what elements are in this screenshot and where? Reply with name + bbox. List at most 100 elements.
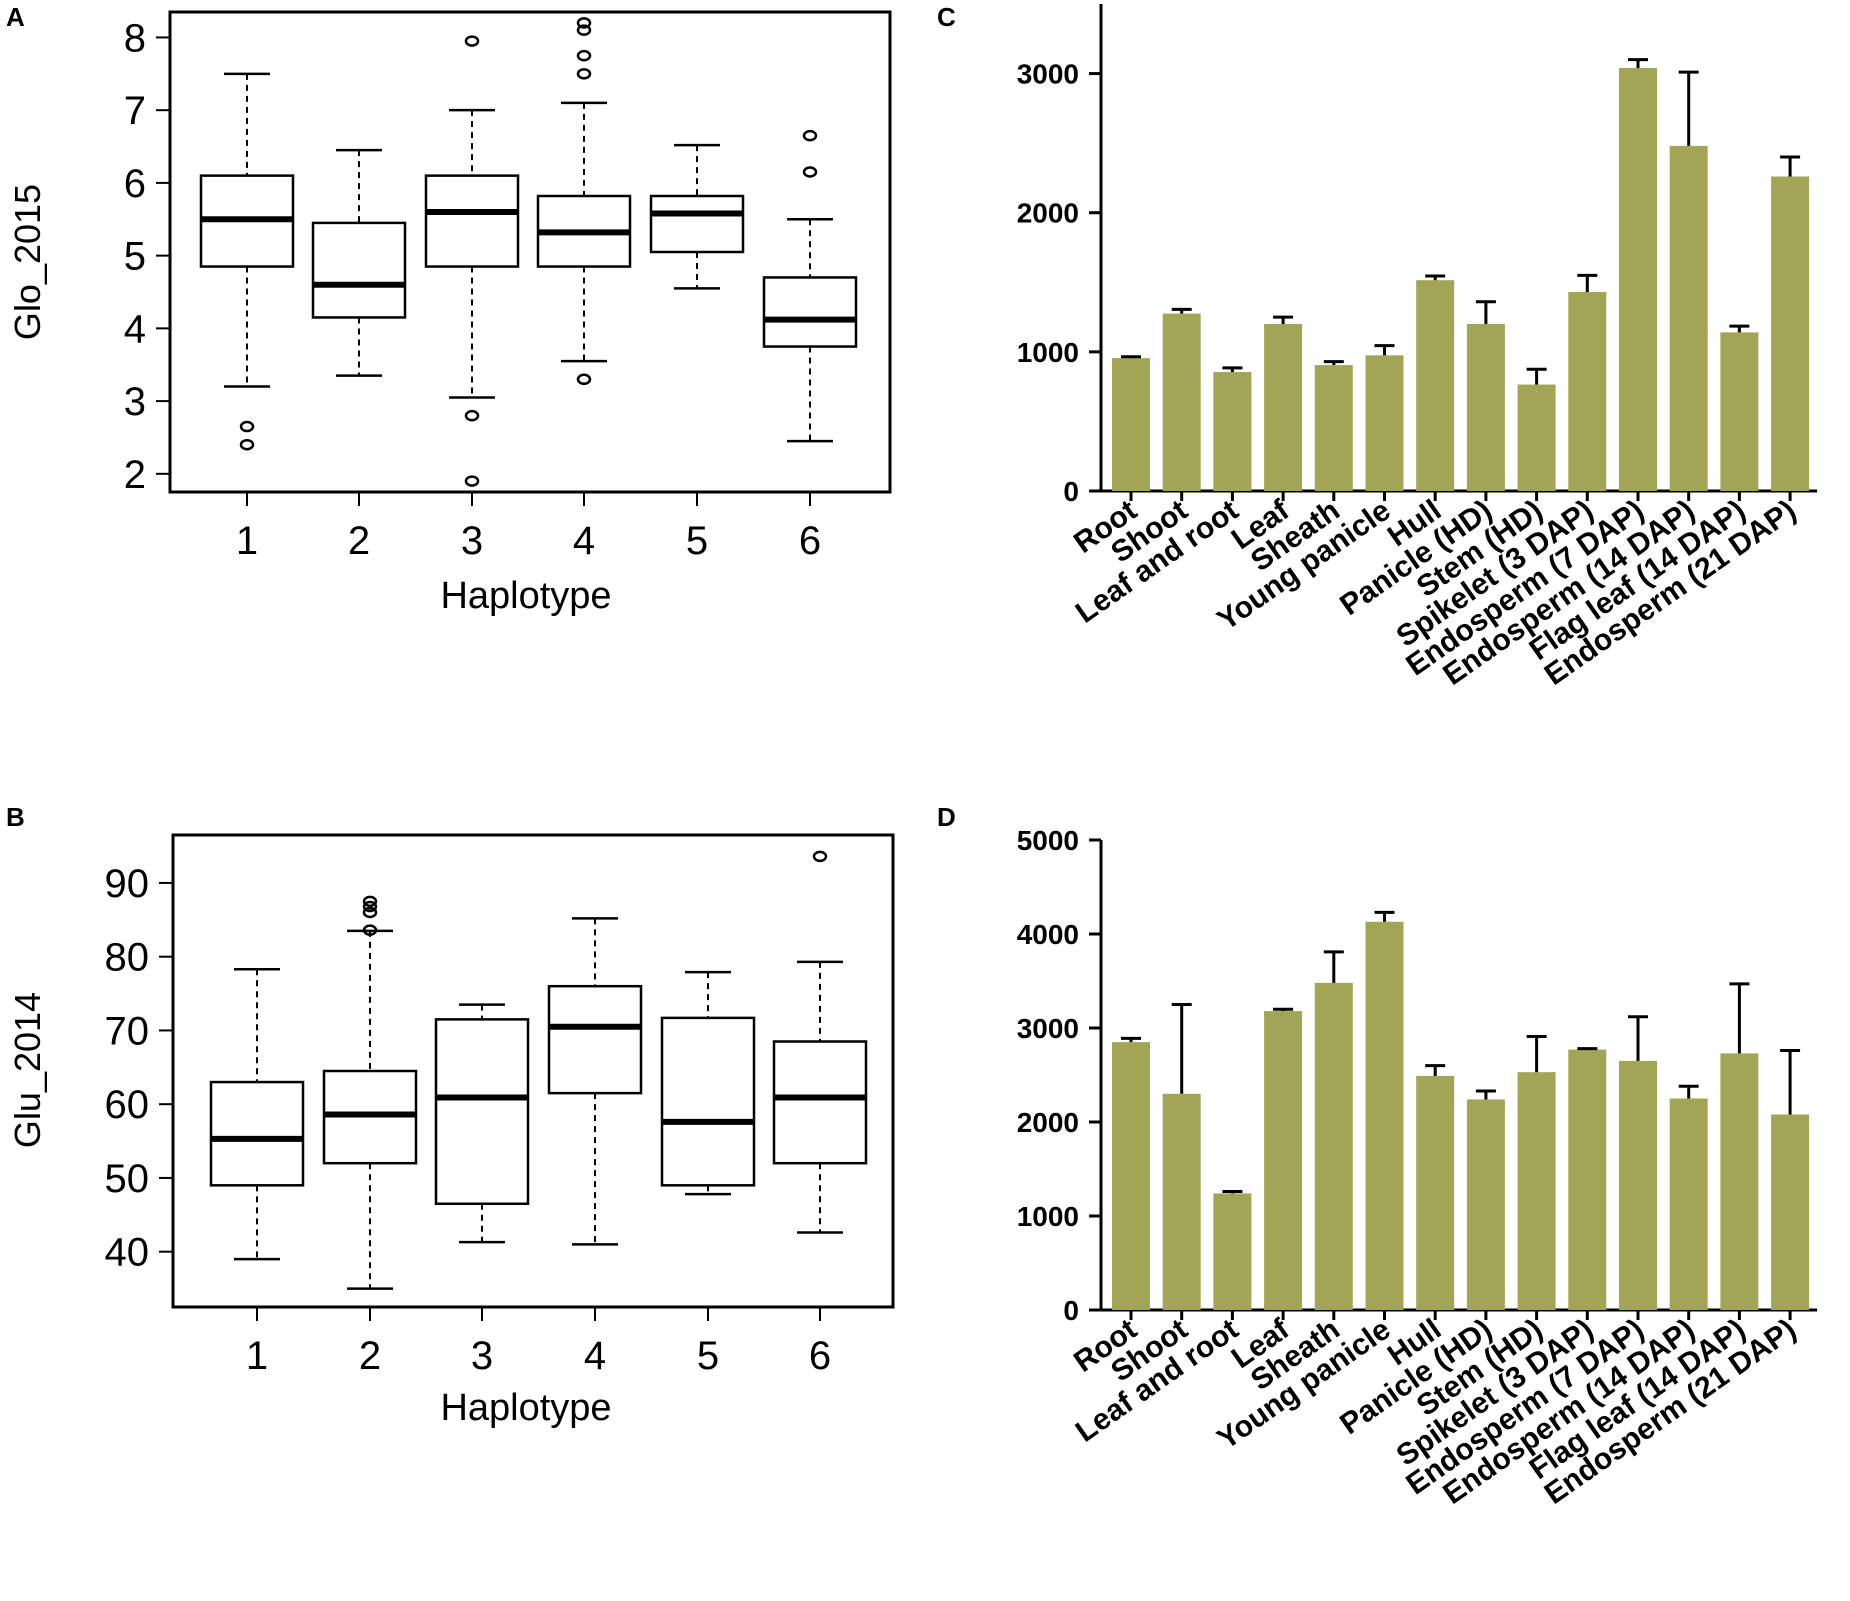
bar — [1720, 1053, 1759, 1310]
iqr-box — [209, 1080, 305, 1187]
y-tick-label: 1000 — [1017, 1201, 1079, 1232]
bar — [1619, 68, 1657, 492]
y-tick-label: 1000 — [1017, 337, 1079, 368]
iqr-box — [547, 984, 643, 1095]
iqr-box — [424, 174, 520, 268]
y-tick-label: 4 — [124, 307, 146, 351]
iqr-box — [311, 221, 407, 319]
y-tick-label: 90 — [105, 862, 150, 906]
bar — [1416, 1075, 1455, 1310]
bar — [1162, 313, 1201, 491]
y-tick-label: 3000 — [1017, 1013, 1079, 1044]
panel-d-letter: D — [937, 802, 956, 832]
outlier-point — [239, 438, 255, 451]
outlier-point — [362, 895, 378, 908]
y-tick-label: 8 — [124, 16, 146, 60]
outlier-point — [362, 924, 378, 936]
x-tick-label: 1 — [246, 1334, 268, 1378]
boxplot-marks: 40 50 60 70 80 90 1 2 3 4 5 6 — [105, 850, 868, 1378]
boxplot-glu-2014: 40 50 60 70 80 90 1 2 3 4 5 6 Haplotype Glu_2014 — [7, 833, 895, 1429]
y-tick-label: 80 — [105, 936, 150, 980]
bar — [1365, 921, 1404, 1310]
x-tick-label: 2 — [359, 1334, 381, 1378]
bar — [1466, 1099, 1505, 1310]
x-axis-label: Haplotype — [440, 575, 611, 617]
y-tick-label: 4000 — [1017, 919, 1079, 950]
x-tick-label: 5 — [686, 519, 708, 563]
x-tick-label: 2 — [348, 519, 370, 563]
y-tick-label: 2000 — [1017, 198, 1079, 229]
x-tick-label: 4 — [573, 519, 595, 563]
outlier-point — [802, 166, 818, 178]
outlier-point — [239, 420, 255, 433]
bar — [1112, 358, 1150, 491]
outlier-point — [812, 850, 828, 863]
iqr-box — [762, 276, 858, 348]
iqr-box — [434, 1018, 530, 1205]
bar — [1314, 982, 1353, 1310]
bar — [1365, 355, 1404, 491]
outlier-point — [802, 129, 818, 142]
outlier-point — [362, 906, 378, 919]
outlier-point — [464, 35, 480, 47]
x-tick-label: 5 — [697, 1334, 719, 1378]
y-tick-label: 0 — [1063, 1295, 1079, 1326]
y-tick-label: 7 — [124, 89, 146, 133]
boxplot-marks: 2 3 4 5 6 7 8 1 2 3 4 5 6 — [124, 16, 858, 563]
outlier-point — [362, 900, 378, 913]
bar — [1264, 1011, 1303, 1310]
bar — [1720, 332, 1759, 491]
bar — [1568, 1049, 1607, 1310]
y-axis-label: Glo_2015 — [7, 184, 48, 340]
y-tick-label: 50 — [105, 1157, 150, 1201]
outlier-point — [576, 17, 592, 29]
iqr-box — [649, 194, 745, 254]
y-tick-label: 70 — [105, 1009, 150, 1053]
outlier-point — [576, 373, 592, 386]
y-tick-label: 5000 — [1017, 825, 1079, 856]
y-tick-label: 40 — [105, 1231, 150, 1275]
bar — [1619, 1060, 1657, 1310]
bar — [1669, 145, 1708, 491]
x-tick-label: 6 — [799, 519, 821, 563]
y-tick-label: 2 — [124, 453, 146, 497]
bar — [1568, 292, 1607, 491]
bar — [1771, 176, 1810, 491]
panel-b-letter: B — [6, 802, 25, 832]
outlier-point — [576, 24, 592, 36]
bar — [1162, 1093, 1201, 1310]
bar — [1416, 280, 1455, 491]
x-tick-label: 3 — [471, 1334, 493, 1378]
iqr-box — [772, 1040, 868, 1165]
y-tick-label: 60 — [105, 1083, 150, 1127]
bar — [1314, 365, 1353, 491]
bar — [1466, 324, 1505, 491]
x-tick-label: 4 — [584, 1334, 606, 1378]
outlier-point — [576, 49, 592, 62]
y-tick-label: 5 — [124, 235, 146, 279]
panel-a-letter: A — [6, 2, 25, 32]
bar — [1264, 324, 1303, 491]
y-tick-label: 3000 — [1017, 59, 1079, 90]
panel-c-letter: C — [937, 2, 956, 32]
bar — [1669, 1098, 1708, 1310]
bar — [1213, 372, 1252, 491]
x-axis-label: Haplotype — [440, 1387, 611, 1429]
bar — [1112, 1042, 1150, 1310]
outlier-point — [464, 475, 480, 487]
y-tick-label: 3 — [124, 380, 146, 424]
y-tick-label: 2000 — [1017, 1107, 1079, 1138]
x-tick-label: 6 — [809, 1334, 831, 1378]
y-axis-label: Glu_2014 — [7, 992, 48, 1148]
bar — [1771, 1114, 1810, 1310]
outlier-point — [576, 68, 592, 80]
bar — [1517, 1072, 1556, 1310]
y-tick-label: 6 — [124, 162, 146, 206]
iqr-box — [660, 1016, 756, 1187]
x-tick-label: 1 — [236, 519, 258, 563]
